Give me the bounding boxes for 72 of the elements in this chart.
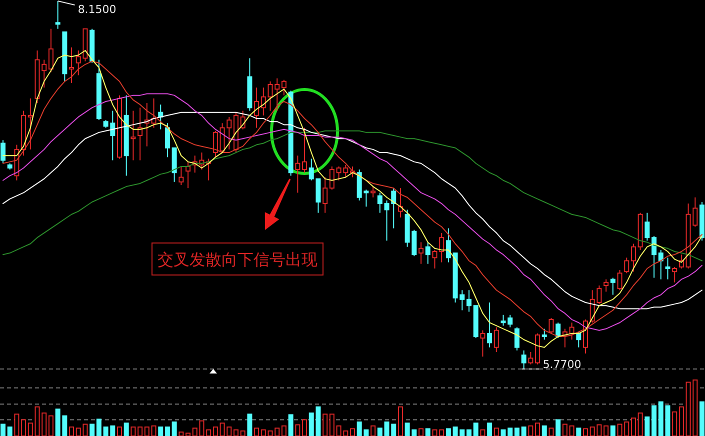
- candlestick: [295, 155, 300, 194]
- candlestick: [329, 166, 334, 190]
- bar: [514, 428, 520, 436]
- bar: [700, 401, 704, 436]
- bar: [610, 425, 616, 436]
- candlestick: [212, 130, 218, 158]
- candlestick: [630, 243, 636, 272]
- bar: [521, 426, 526, 436]
- candlestick: [487, 302, 492, 348]
- candlestick: [514, 326, 520, 351]
- annotation: 交叉发散向下信号出现: [158, 250, 318, 269]
- candlestick: [644, 212, 650, 242]
- bar: [124, 422, 129, 436]
- candlestick: [69, 46, 74, 84]
- candlestick: [521, 350, 526, 370]
- bar: [425, 428, 430, 436]
- bar: [473, 422, 478, 436]
- candlestick: [370, 186, 376, 198]
- candlestick: [240, 110, 246, 130]
- candlestick: [302, 127, 308, 174]
- bar: [247, 414, 252, 436]
- bar: [0, 424, 6, 436]
- candlestick: [322, 176, 328, 214]
- bar: [466, 429, 472, 436]
- bar: [96, 418, 102, 436]
- candlestick: [548, 317, 554, 334]
- candlestick: [425, 242, 430, 264]
- candlestick: [418, 242, 424, 264]
- bar: [90, 424, 95, 436]
- bar: [487, 422, 492, 436]
- candlestick: [480, 330, 486, 358]
- candlestick: [466, 290, 472, 312]
- candlestick: [624, 257, 630, 274]
- bar: [446, 428, 451, 436]
- candlestick: [672, 266, 678, 283]
- bar: [288, 414, 294, 436]
- candlestick: [658, 249, 664, 280]
- candlestick: [178, 166, 184, 186]
- candlestick: [398, 188, 403, 218]
- bar: [556, 419, 561, 436]
- candlestick: [254, 87, 260, 128]
- annotation: 5.7700: [542, 358, 582, 371]
- candlestick: [652, 236, 657, 278]
- bar: [542, 425, 547, 436]
- candlestick: [55, 0, 60, 30]
- candlestick: [48, 28, 54, 73]
- candlestick: [665, 257, 670, 280]
- bar: [158, 426, 164, 436]
- candlestick: [439, 232, 444, 263]
- candlestick: [604, 278, 609, 292]
- candlestick: [446, 228, 451, 263]
- candlestick: [494, 326, 499, 352]
- bar: [644, 416, 650, 436]
- bar: [652, 405, 657, 436]
- candlestick: [556, 322, 561, 339]
- bar: [377, 428, 382, 436]
- candlestick: [377, 192, 382, 214]
- candlestick: [528, 351, 534, 365]
- bar: [576, 428, 582, 436]
- bar: [172, 422, 177, 436]
- candlestick: [28, 98, 33, 150]
- candlestick: [281, 79, 286, 96]
- candlestick: [610, 277, 616, 296]
- candlestick: [0, 140, 6, 164]
- bar: [164, 426, 170, 436]
- candlestick: [432, 249, 438, 269]
- candlestick: [542, 328, 547, 340]
- candlestick: [617, 270, 622, 291]
- candlestick: [164, 122, 170, 158]
- bar: [7, 426, 12, 436]
- annotation: 8.1500: [78, 3, 116, 16]
- candlestick: [130, 110, 136, 161]
